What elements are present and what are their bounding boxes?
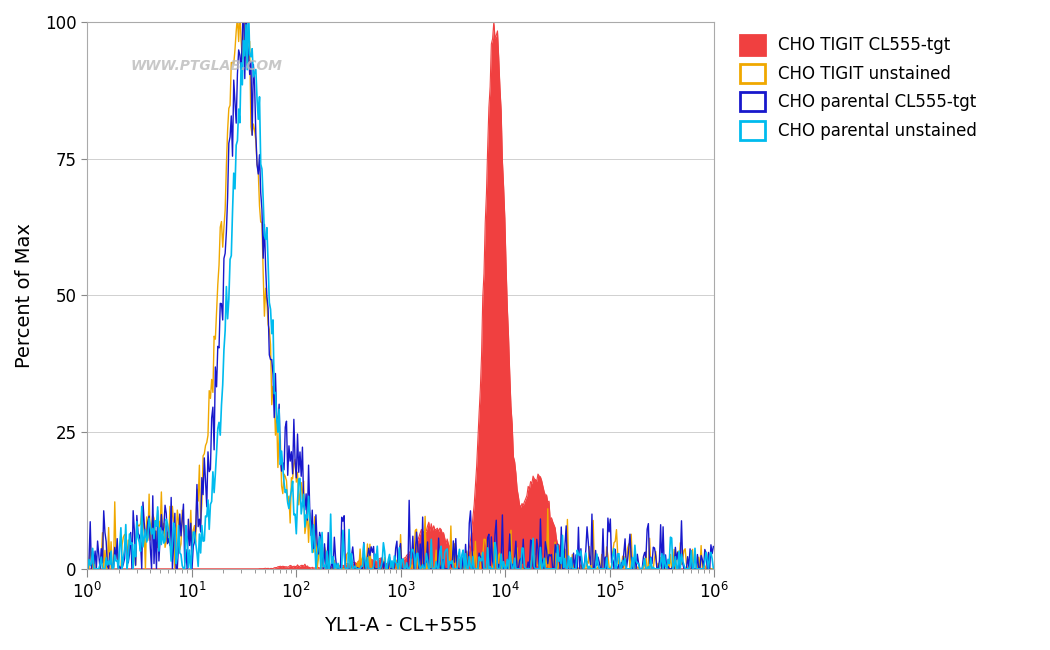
Legend: CHO TIGIT CL555-tgt, CHO TIGIT unstained, CHO parental CL555-tgt, CHO parental u: CHO TIGIT CL555-tgt, CHO TIGIT unstained… <box>735 31 982 145</box>
Text: WWW.PTGLAB.COM: WWW.PTGLAB.COM <box>130 58 282 73</box>
X-axis label: YL1-A - CL+555: YL1-A - CL+555 <box>323 616 478 635</box>
Y-axis label: Percent of Max: Percent of Max <box>15 223 34 368</box>
